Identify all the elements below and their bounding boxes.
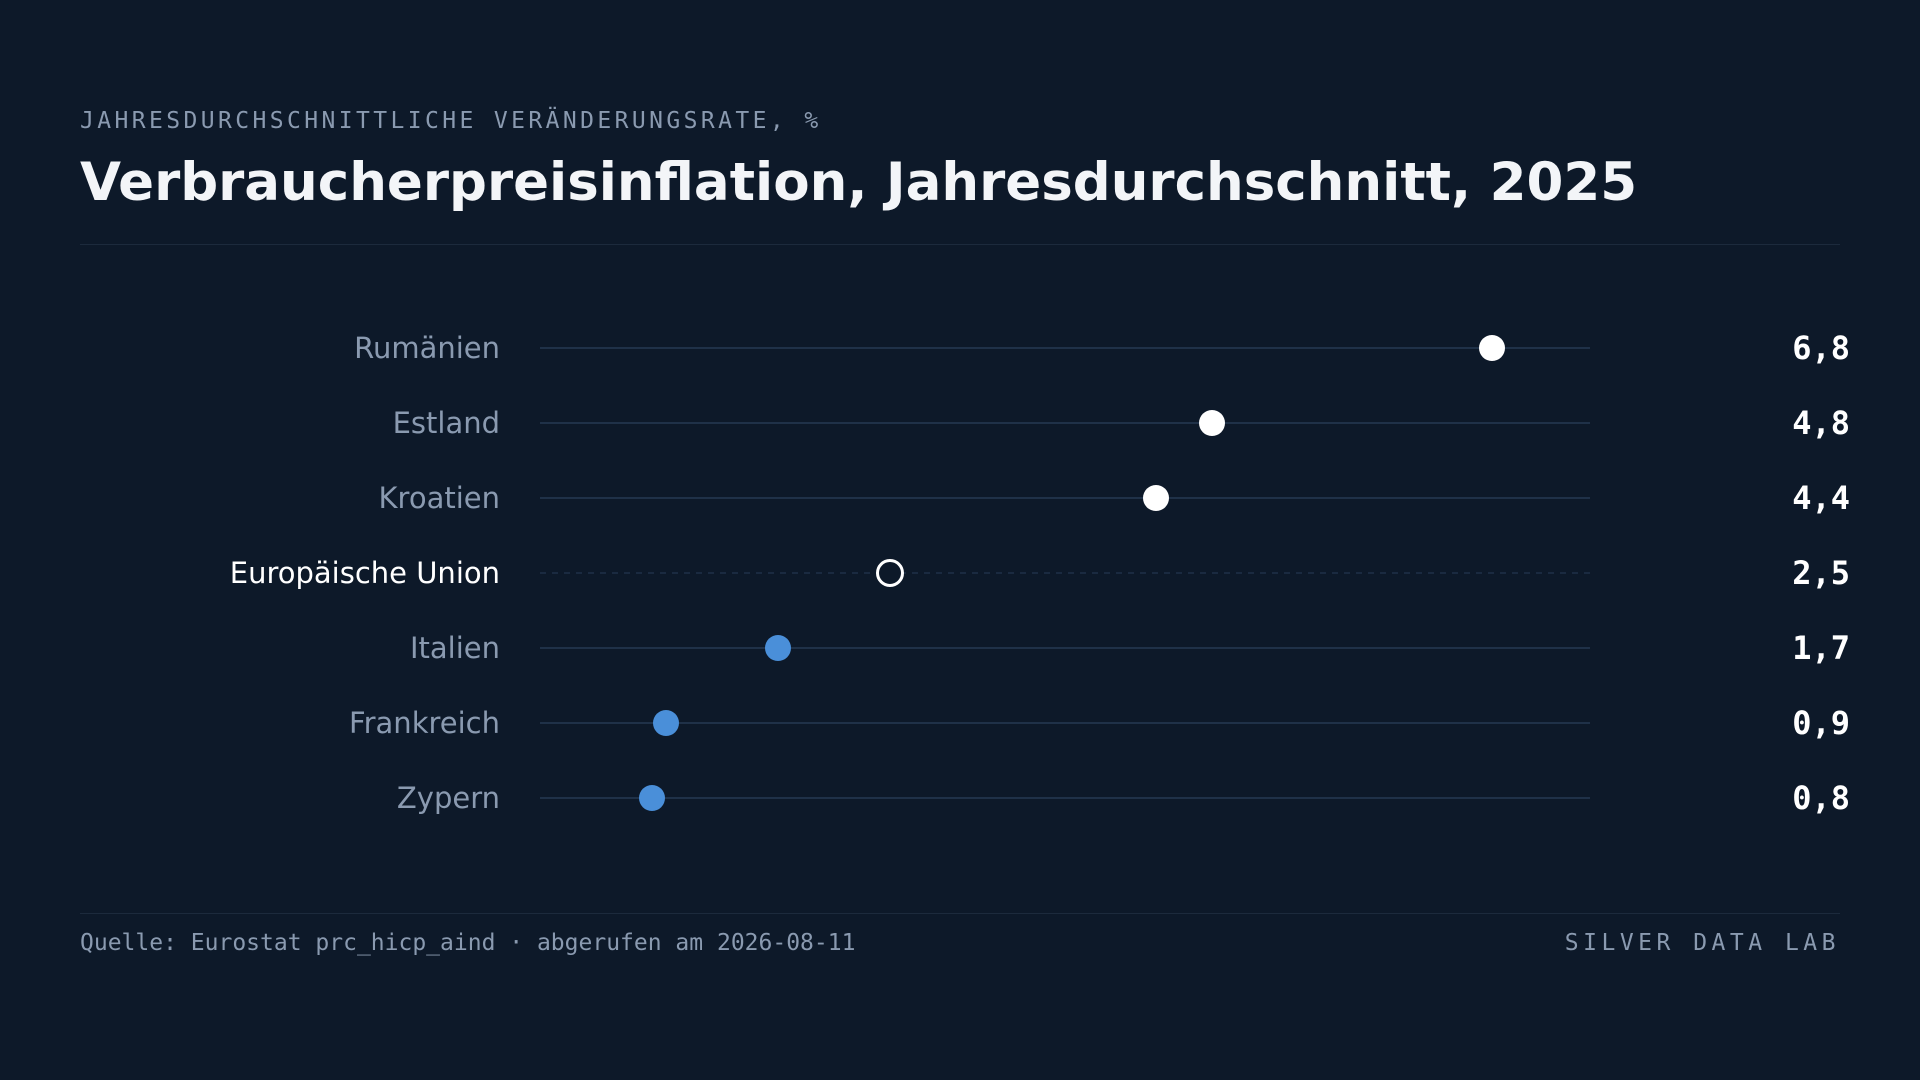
value-label: 4,8 (1792, 404, 1850, 442)
value-label: 0,9 (1792, 704, 1850, 742)
data-point (1479, 335, 1505, 361)
data-point (1199, 410, 1225, 436)
category-label: Kroatien (379, 481, 500, 515)
category-label: Europäische Union (230, 556, 500, 590)
chart-row: Rumänien 6,8 (354, 329, 1850, 367)
data-point (1143, 485, 1169, 511)
data-point (639, 785, 665, 811)
category-label: Estland (393, 406, 500, 440)
value-label: 4,4 (1792, 479, 1850, 517)
value-label: 2,5 (1792, 554, 1850, 592)
brand-label: SILVER DATA LAB (1564, 930, 1840, 956)
chart-row: Kroatien 4,4 (379, 479, 1850, 517)
data-point (653, 710, 679, 736)
category-label: Frankreich (349, 706, 500, 740)
chart-row: Zypern 0,8 (397, 779, 1850, 817)
chart-row: Europäische Union 2,5 (230, 554, 1850, 592)
header-divider (80, 244, 1840, 245)
value-label: 0,8 (1792, 779, 1850, 817)
chart-row: Frankreich 0,9 (349, 704, 1850, 742)
category-label: Rumänien (354, 331, 500, 365)
footer-divider (80, 913, 1840, 914)
chart-row: Estland 4,8 (393, 404, 1850, 442)
value-label: 6,8 (1792, 329, 1850, 367)
chart-title: Verbraucherpreisinflation, Jahresdurchsc… (80, 152, 1638, 213)
data-point (765, 635, 791, 661)
chart-row: Italien 1,7 (410, 629, 1850, 667)
category-label: Zypern (397, 781, 500, 815)
category-label: Italien (410, 631, 500, 665)
source-note: Quelle: Eurostat prc_hicp_aind · abgeruf… (80, 930, 856, 956)
chart-kicker: JAHRESDURCHSCHNITTLICHE VERÄNDERUNGSRATE… (80, 108, 822, 134)
value-label: 1,7 (1792, 629, 1850, 667)
reference-dot (876, 559, 904, 587)
